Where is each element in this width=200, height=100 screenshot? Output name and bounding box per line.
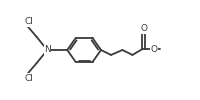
Text: Cl: Cl bbox=[25, 74, 33, 83]
Text: O: O bbox=[150, 44, 157, 54]
Text: N: N bbox=[44, 46, 51, 54]
Text: O: O bbox=[140, 24, 147, 33]
Text: Cl: Cl bbox=[25, 17, 33, 26]
